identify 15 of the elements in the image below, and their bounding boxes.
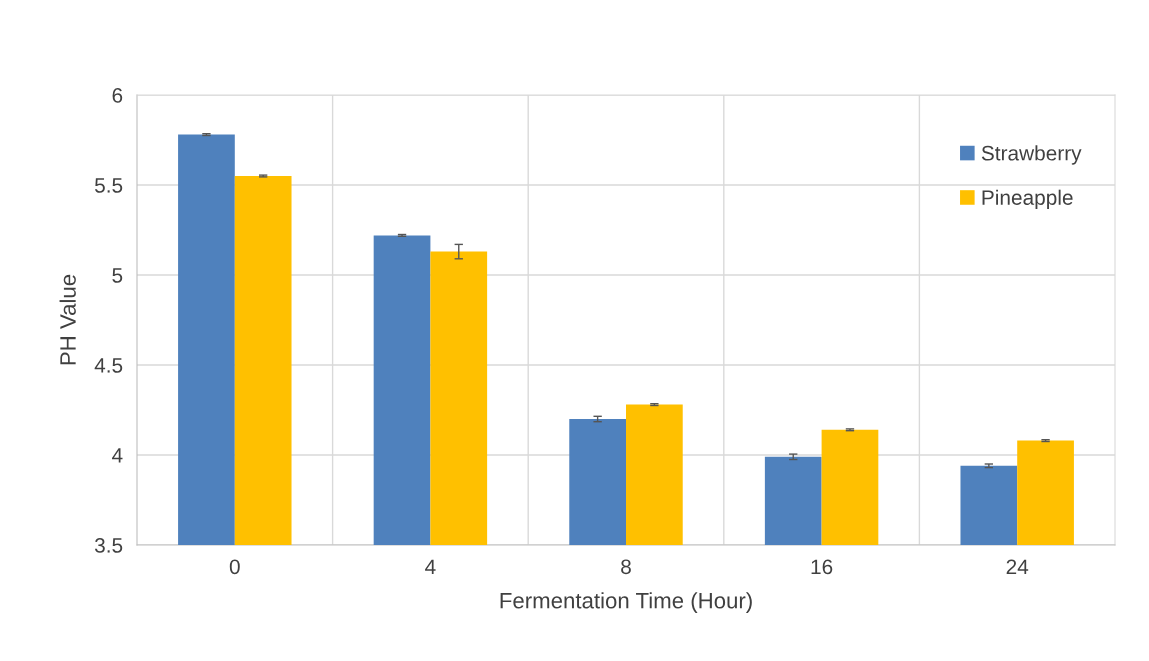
x-tick-label: 16 — [811, 559, 833, 575]
y-tick-label: 5.5 — [94, 178, 123, 193]
legend-label: Strawberry — [981, 145, 1082, 165]
y-axis-title: PH Value — [59, 274, 76, 365]
x-tick-label: 8 — [621, 559, 631, 575]
y-tick-label: 3.5 — [94, 538, 123, 553]
x-tick-label: 4 — [425, 559, 436, 574]
x-tick-label: 0 — [229, 559, 240, 575]
y-tick-label: 4 — [112, 448, 123, 463]
y-tick-label: 5 — [112, 268, 123, 283]
y-tick-label: 6 — [112, 88, 123, 103]
legend-label: Pineapple — [982, 189, 1073, 210]
x-tick-label: 24 — [1006, 559, 1029, 574]
y-tick-label: 4.5 — [94, 358, 123, 373]
x-axis-title: Fermentation Time (Hour) — [500, 592, 752, 613]
